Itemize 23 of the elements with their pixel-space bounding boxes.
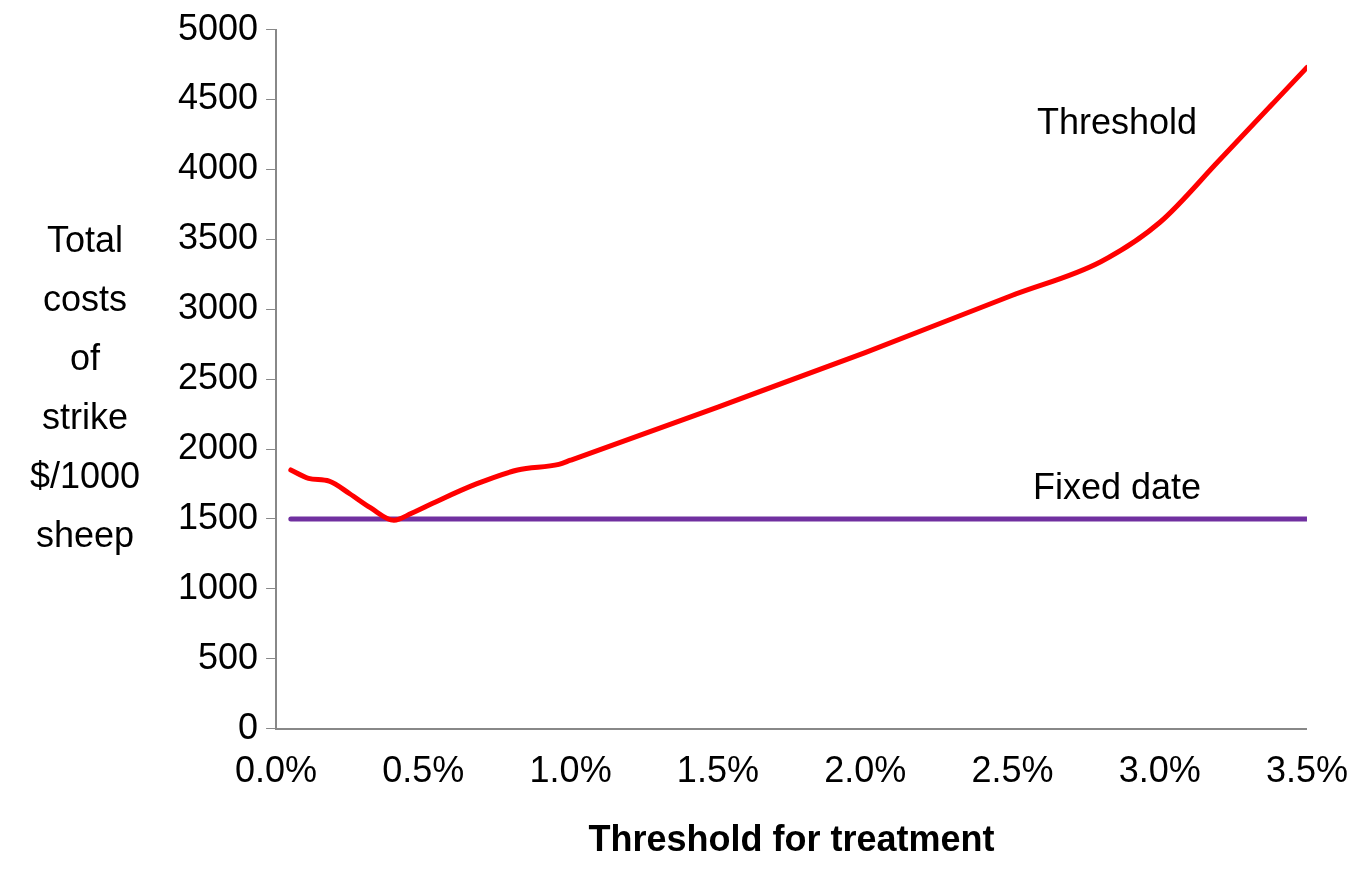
x-tick-label: 2.5% [971,749,1054,791]
y-tick-label: 4500 [177,76,259,118]
y-tick-label: 5000 [177,6,259,48]
y-tick-label: 3000 [177,286,259,328]
y-tick-label: 1500 [177,495,259,537]
y-tick-label: 2500 [177,356,259,398]
x-tick-label: 0.0% [235,749,318,791]
y-tick-label: 3500 [177,216,259,258]
y-tick-label: 0 [238,705,259,747]
x-tick-label: 2.0% [824,749,907,791]
y-tick-label: 2000 [177,425,259,467]
y-axis-title: Total costs of strike $/1000 sheep [30,218,141,557]
series-label: Threshold [1036,101,1198,143]
x-tick-label: 3.0% [1118,749,1201,791]
series-label: Fixed date [1032,465,1202,507]
x-tick-label: 3.5% [1265,749,1348,791]
x-tick-label: 0.5% [382,749,465,791]
x-tick-label: 1.0% [529,749,612,791]
x-axis-title: Threshold for treatment [588,818,995,860]
y-tick-label: 500 [198,635,259,677]
y-tick-label: 4000 [177,146,259,188]
x-tick-label: 1.5% [676,749,759,791]
y-tick-label: 1000 [177,565,259,607]
